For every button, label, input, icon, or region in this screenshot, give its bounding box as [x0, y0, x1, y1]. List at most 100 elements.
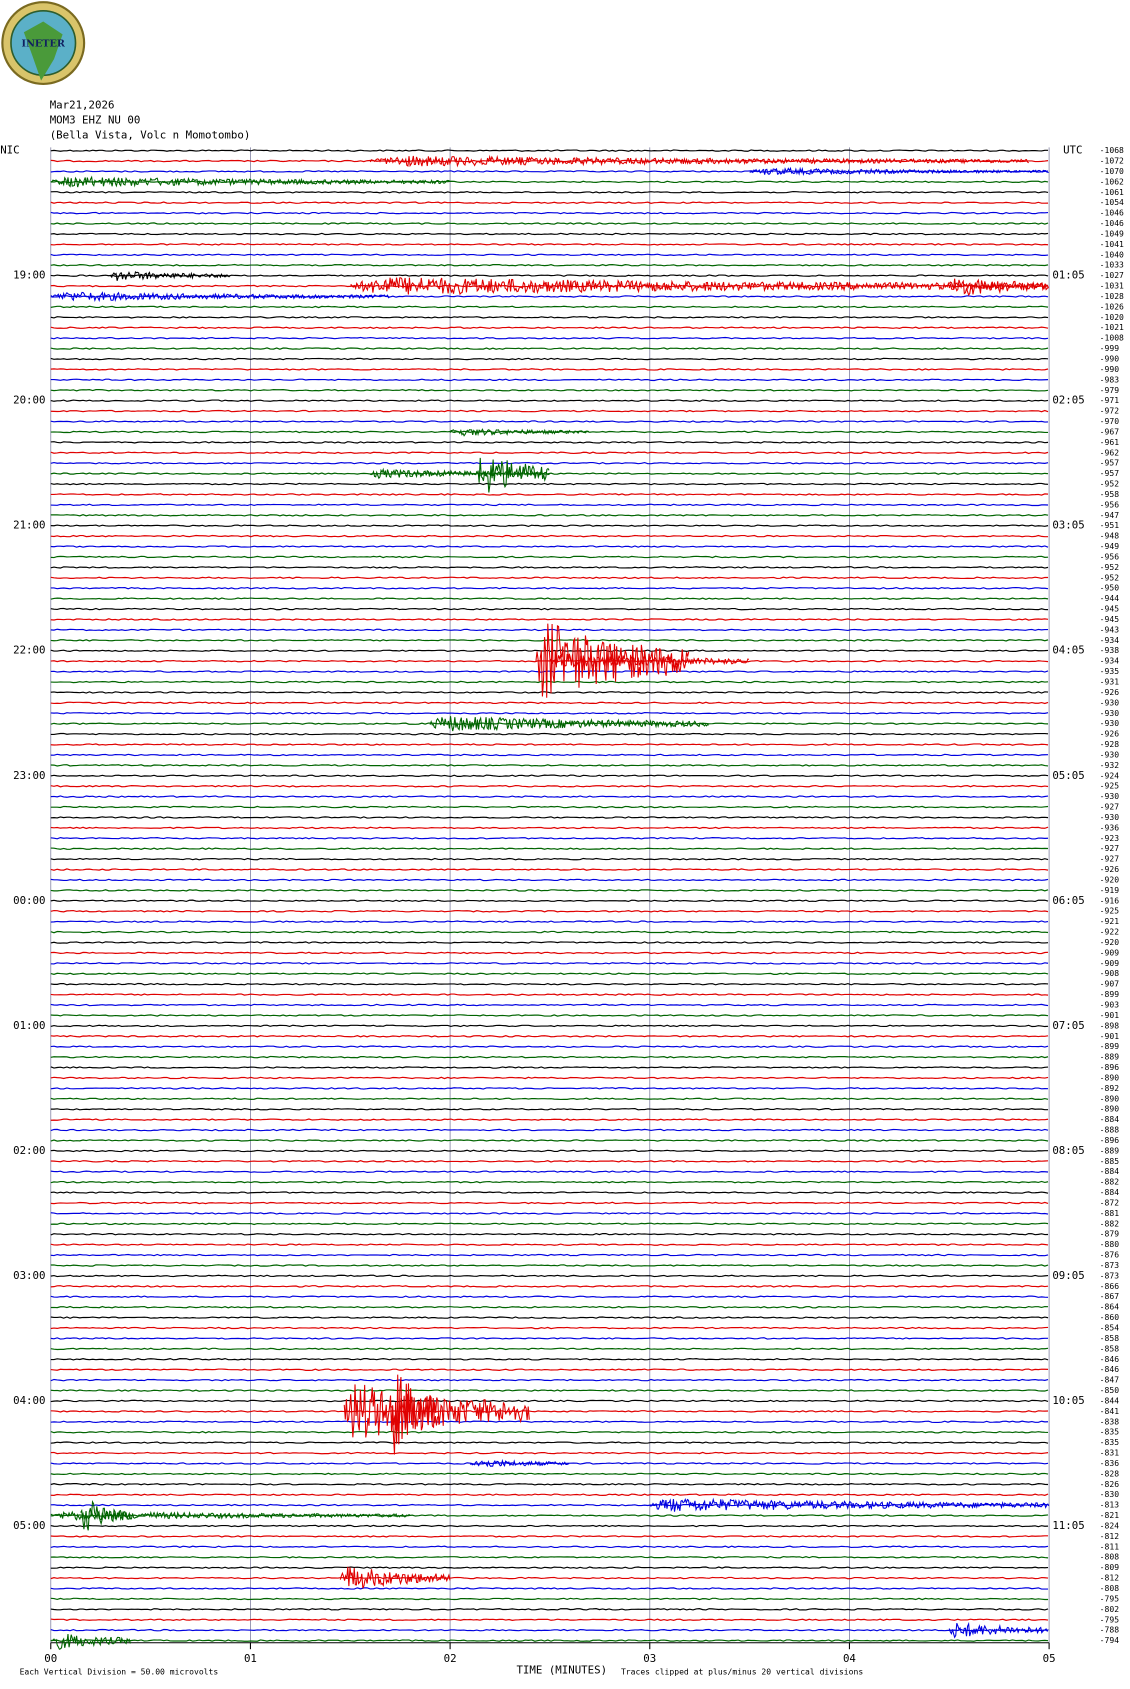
- offset-label: -925: [1100, 907, 1120, 916]
- trace: [50, 566, 1049, 569]
- x-tick-label: 02: [444, 1652, 457, 1665]
- offset-label: -908: [1100, 969, 1120, 978]
- offset-label: -930: [1100, 750, 1120, 759]
- trace: [50, 1243, 1049, 1246]
- offset-label: -890: [1100, 1105, 1120, 1114]
- offset-label: -1028: [1100, 292, 1124, 301]
- offset-label: -873: [1100, 1271, 1120, 1280]
- offset-label: -952: [1100, 573, 1120, 582]
- trace: [50, 691, 1049, 694]
- trace: [50, 347, 1049, 350]
- trace: [50, 951, 1049, 955]
- offset-label: -841: [1100, 1407, 1120, 1416]
- offset-label: -838: [1100, 1417, 1120, 1426]
- trace: [50, 274, 1049, 277]
- trace: [50, 1014, 1049, 1017]
- offset-label: -950: [1100, 584, 1120, 593]
- trace: [50, 597, 1049, 600]
- trace: [50, 1597, 1049, 1601]
- event-signal: [948, 278, 1049, 296]
- trace: [50, 628, 1049, 632]
- offset-label: -854: [1100, 1324, 1120, 1333]
- offset-label: -867: [1100, 1292, 1120, 1301]
- offset-label: -795: [1100, 1615, 1120, 1624]
- offset-label: -972: [1100, 407, 1120, 416]
- offset-label: -882: [1100, 1219, 1120, 1228]
- offset-label: -920: [1100, 938, 1120, 947]
- trace: [50, 222, 1049, 225]
- offset-label: -880: [1100, 1240, 1120, 1249]
- event-signal: [110, 271, 231, 281]
- offset-label: -876: [1100, 1251, 1120, 1260]
- trace: [50, 482, 1049, 486]
- offset-label: -927: [1100, 844, 1120, 853]
- trace: [50, 1003, 1049, 1007]
- offset-label: -962: [1100, 448, 1120, 457]
- offset-label: -935: [1100, 667, 1120, 676]
- offset-label: -866: [1100, 1282, 1120, 1291]
- offset-label: -1008: [1100, 334, 1124, 343]
- trace: [50, 555, 1049, 559]
- trace: [50, 1201, 1049, 1205]
- offset-label: -1040: [1100, 250, 1124, 259]
- offset-label: -835: [1100, 1438, 1120, 1447]
- trace: [50, 1368, 1049, 1371]
- offset-label: -794: [1100, 1636, 1120, 1645]
- offset-label: -884: [1100, 1188, 1120, 1197]
- offset-label: -899: [1100, 1042, 1120, 1051]
- event-signal: [469, 1458, 570, 1468]
- offset-label: -921: [1100, 917, 1120, 926]
- offset-label: -990: [1100, 354, 1120, 363]
- trace: [50, 993, 1049, 996]
- trace: [50, 461, 1049, 465]
- trace: [50, 1514, 1049, 1517]
- trace: [50, 618, 1049, 621]
- utc-time: 05:05: [1052, 769, 1084, 782]
- offset-label: -844: [1100, 1396, 1120, 1405]
- offset-label: -795: [1100, 1594, 1120, 1603]
- trace: [50, 1097, 1049, 1101]
- trace: [50, 774, 1049, 778]
- offset-label: -847: [1100, 1376, 1120, 1385]
- event-signal: [50, 1633, 131, 1650]
- trace: [50, 930, 1049, 934]
- offset-label: -927: [1100, 803, 1120, 812]
- offset-label: -884: [1100, 1115, 1120, 1124]
- event-signal: [649, 1497, 1050, 1512]
- offset-label: -961: [1100, 438, 1120, 447]
- offset-label: -864: [1100, 1303, 1120, 1312]
- offset-label: -858: [1100, 1344, 1120, 1353]
- trace: [50, 1524, 1049, 1528]
- offset-label: -934: [1100, 636, 1120, 645]
- offset-label: -923: [1100, 834, 1120, 843]
- offset-label: -930: [1100, 813, 1120, 822]
- trace: [50, 336, 1049, 340]
- trace: [50, 1222, 1049, 1226]
- utc-time: 07:05: [1052, 1019, 1084, 1032]
- offset-label: -971: [1100, 396, 1120, 405]
- nic-time: 22:00: [13, 644, 45, 657]
- event-signal: [449, 428, 590, 437]
- trace: [50, 284, 1049, 288]
- nic-time: 23:00: [13, 769, 45, 782]
- nic-time: 20:00: [13, 394, 45, 407]
- trace: [50, 722, 1049, 725]
- trace: [50, 1389, 1049, 1392]
- offset-label: -901: [1100, 1032, 1120, 1041]
- nic-time: 03:00: [13, 1269, 45, 1282]
- trace: [50, 389, 1049, 392]
- trace: [50, 680, 1049, 684]
- offset-label: -879: [1100, 1230, 1120, 1239]
- utc-time: 04:05: [1052, 644, 1084, 657]
- offset-label: -930: [1100, 792, 1120, 801]
- trace: [50, 1066, 1049, 1069]
- offset-label: -850: [1100, 1386, 1120, 1395]
- offset-label: -896: [1100, 1136, 1120, 1145]
- offset-label: -1046: [1100, 219, 1124, 228]
- trace: [50, 263, 1049, 267]
- offset-label: -936: [1100, 823, 1120, 832]
- trace: [50, 1045, 1049, 1048]
- offset-label: -1033: [1100, 261, 1124, 270]
- trace: [50, 451, 1049, 455]
